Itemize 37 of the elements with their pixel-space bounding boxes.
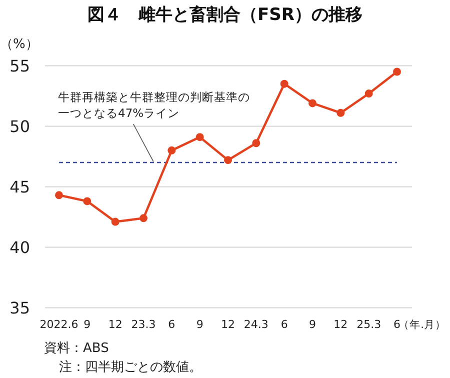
point: [83, 197, 92, 206]
y-tick-label: 40: [10, 238, 30, 258]
point: [252, 139, 260, 148]
point: [280, 80, 288, 88]
x-axis-title: （年.月）: [398, 319, 446, 331]
y-tick-label: 55: [10, 56, 30, 76]
text: 資料：ABS: [44, 341, 109, 356]
x-tick-label: 9: [309, 318, 316, 331]
x-tick-label: 12: [108, 318, 122, 331]
x-tick-label: 2022.6: [40, 318, 78, 331]
ref-line-label: 牛群再構築と牛群整理の判断基準の一つとなる47%ライン: [58, 89, 251, 121]
y-tick-label: 45: [10, 178, 30, 197]
point: [55, 191, 63, 200]
point: [196, 133, 204, 142]
point: [140, 214, 148, 222]
y-axis-title: （%）: [0, 37, 38, 52]
x-tick-label: 12: [334, 318, 348, 331]
point: [393, 68, 401, 76]
x-tick-label: 23.3: [131, 318, 156, 331]
x-tick-label: 6: [394, 318, 400, 331]
point: [168, 146, 176, 154]
chart-title: 図４ 雌牛と畜割合（FSR）の推移: [88, 4, 362, 25]
x-tick-label: 6: [168, 318, 176, 331]
point: [111, 218, 120, 226]
point: [336, 108, 345, 117]
x-tick-label: 12: [221, 318, 235, 331]
x-tick-label: 6: [280, 318, 288, 331]
x-tick-label: 9: [196, 318, 204, 331]
x-tick-label: 25.3: [356, 318, 382, 331]
x-tick-label: 9: [84, 318, 91, 331]
text: 注：四半期ごとの数値。: [59, 360, 202, 375]
y-tick-label: 50: [10, 117, 30, 136]
point: [308, 99, 316, 108]
point: [364, 90, 373, 98]
y-tick-label: 35: [10, 298, 30, 318]
x-tick-label: 24.3: [244, 318, 268, 331]
point: [224, 156, 232, 164]
